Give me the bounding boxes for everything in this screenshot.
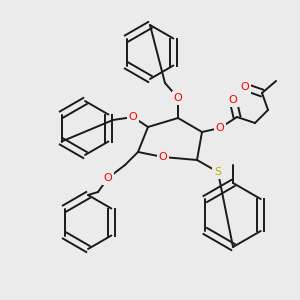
Text: O: O [103,173,112,183]
Text: O: O [216,123,224,133]
Text: O: O [174,93,182,103]
Text: O: O [129,112,137,122]
Text: O: O [241,82,249,92]
Text: S: S [214,167,222,177]
Text: O: O [159,152,167,162]
Text: O: O [229,95,237,105]
